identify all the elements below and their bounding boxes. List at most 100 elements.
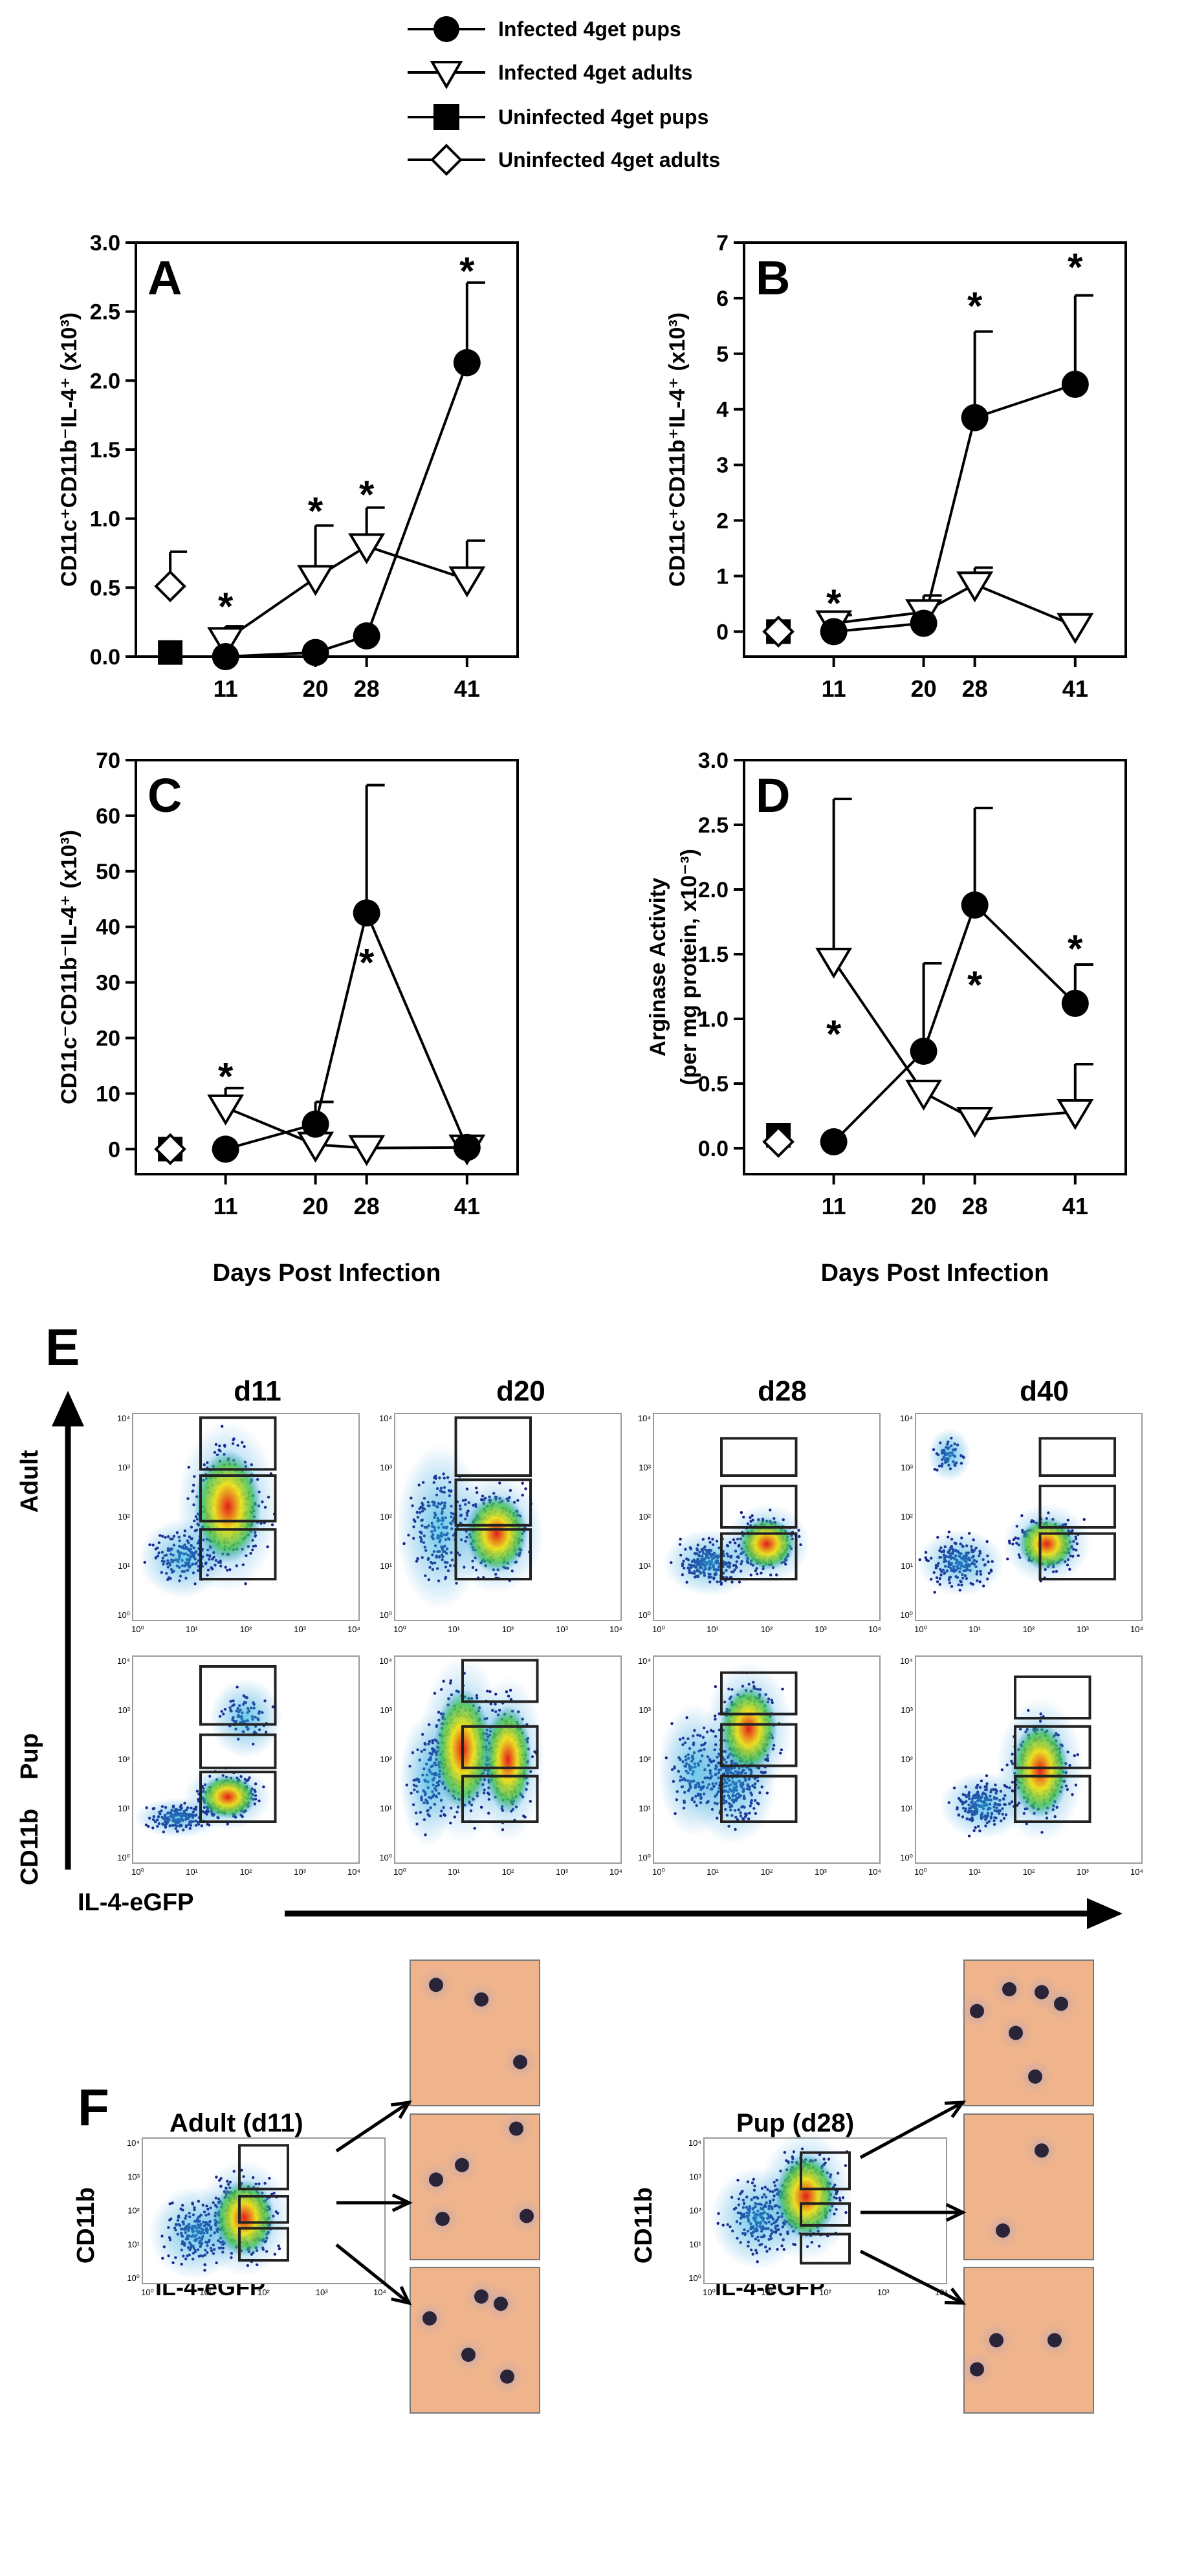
density-hotspot — [484, 1705, 532, 1814]
x-tick-label: 10¹ — [448, 1624, 460, 1634]
gate-box — [199, 1416, 277, 1471]
y-tick-label: 10 — [96, 1082, 120, 1106]
y-axis-label: CD11c⁻CD11b⁻IL-4⁺ (x10³) — [57, 830, 82, 1104]
x-axis-label: Days Post Infection — [213, 1260, 441, 1287]
y-tick-label: 10¹ — [380, 1561, 392, 1571]
y-tick-label: 40 — [96, 915, 120, 940]
adult-marker — [448, 566, 486, 598]
adult-marker — [348, 533, 386, 565]
adult-marker — [348, 1135, 386, 1166]
row-label-pup: Pup — [16, 1733, 43, 1780]
y-tick-label: 6 — [716, 287, 729, 311]
y-tick-label: 20 — [96, 1027, 120, 1051]
uninfected-pup-marker — [158, 640, 183, 665]
day-label: d40 — [1020, 1375, 1069, 1407]
y-tick-label: 1.0 — [90, 507, 120, 532]
y-tick-label: 0.0 — [90, 645, 120, 670]
x-tick-label: 10¹ — [969, 1624, 981, 1634]
plot-frame — [135, 241, 519, 658]
y-tick-label: 0.0 — [698, 1137, 729, 1161]
y-tick-label: 10¹ — [118, 1561, 130, 1571]
y-tick-label: 0 — [716, 620, 729, 644]
gate-box — [199, 1474, 277, 1523]
gate-box — [1038, 1485, 1116, 1529]
legend-entry-infected-adults: Infected 4get adults — [408, 61, 693, 89]
x-tick-label: 10³ — [294, 1867, 306, 1877]
legend-label: Infected 4get pups — [498, 17, 681, 41]
x-tick-label: 10⁴ — [1130, 1624, 1143, 1634]
x-tick-label: 10⁰ — [393, 1867, 406, 1877]
x-tick-label: 10² — [761, 1867, 773, 1877]
series-line — [833, 902, 1077, 1143]
y-tick-label: 10⁴ — [638, 1414, 651, 1423]
x-tick-label: 10⁴ — [868, 1624, 881, 1634]
pup-marker — [212, 643, 239, 670]
x-tick-label: 41 — [454, 1193, 480, 1219]
y-tick-label: 1.0 — [698, 1007, 729, 1032]
y-axis-label: Arginase Activity — [646, 878, 670, 1057]
gate-box — [1038, 1532, 1116, 1581]
pup-marker — [820, 618, 848, 646]
y-tick-label: 60 — [96, 804, 120, 829]
adult-marker — [905, 1080, 943, 1111]
y-tick-label: 10² — [380, 1512, 392, 1522]
x-tick-label: 10⁴ — [868, 1867, 881, 1877]
gate-box — [720, 1671, 798, 1716]
y-tick-label: 1.5 — [90, 438, 120, 463]
y-tick-label: 10⁴ — [117, 1414, 130, 1423]
density-hotspot — [199, 1775, 257, 1819]
y-tick-label: 10³ — [380, 1705, 392, 1715]
gate-box — [199, 1665, 277, 1726]
y-axis-label: (per mg protein, x10⁻³) — [677, 849, 701, 1086]
gate-box — [454, 1528, 532, 1580]
pup-marker — [1061, 990, 1089, 1017]
legend-entry-uninfected-pups: Uninfected 4get pups — [408, 104, 708, 130]
x-tick-label: 10⁴ — [347, 1867, 360, 1877]
x-tick-label: 10² — [240, 1624, 252, 1634]
adult-marker — [207, 1094, 245, 1126]
series-line — [225, 908, 468, 1151]
plot-frame — [743, 241, 1127, 658]
y-tick-label: 50 — [96, 860, 120, 884]
gate-box — [454, 1478, 532, 1527]
uninfected-adult-marker — [154, 570, 186, 603]
pup-marker — [961, 891, 989, 919]
adult-marker — [207, 627, 245, 659]
y-tick-label: 0.5 — [698, 1072, 729, 1097]
y-tick-label: 0.5 — [90, 576, 120, 600]
x-tick-label: 10⁴ — [609, 1867, 622, 1877]
series-line — [225, 1106, 467, 1150]
y-tick-label: 10³ — [118, 1463, 130, 1472]
y-tick-label: 10¹ — [901, 1561, 913, 1571]
day-label: d20 — [496, 1375, 545, 1407]
y-tick-label: 10³ — [639, 1463, 651, 1472]
series-line — [225, 362, 468, 658]
significance-marker: * — [359, 941, 375, 984]
panel-label: C — [148, 769, 182, 822]
series-line — [833, 583, 1076, 628]
y-tick-label: 10² — [118, 1512, 130, 1522]
significance-marker: * — [826, 1012, 842, 1056]
pup-marker — [1061, 371, 1089, 398]
y-tick-label: 2.0 — [698, 878, 729, 902]
pup-marker — [820, 1128, 848, 1155]
pup-marker — [453, 349, 481, 377]
gate-box — [199, 1733, 277, 1769]
panel-label: D — [756, 769, 790, 822]
x-tick-label: 10³ — [815, 1624, 827, 1634]
significance-marker: * — [459, 250, 475, 293]
gate-box — [720, 1532, 798, 1581]
y-tick-label: 5 — [716, 342, 729, 367]
significance-marker: * — [1068, 927, 1083, 970]
panel-label-e: E — [45, 1318, 80, 1376]
pup-marker — [301, 639, 329, 666]
x-tick-label: 10² — [761, 1624, 773, 1634]
